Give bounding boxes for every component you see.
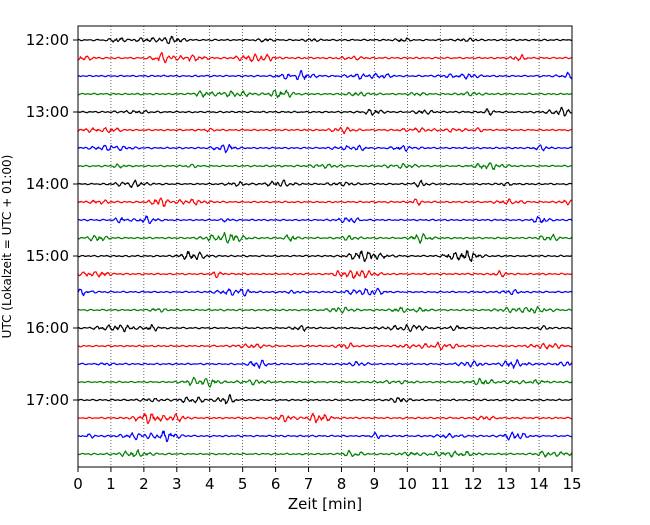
- y-tick-label: 17:00: [26, 391, 69, 409]
- seismic-trace: [77, 412, 573, 425]
- seismic-trace: [77, 162, 573, 170]
- x-tick-label: 10: [398, 475, 417, 493]
- x-tick-label: 0: [73, 475, 83, 493]
- x-tick-label: 15: [562, 475, 581, 493]
- seismic-trace: [77, 89, 573, 99]
- seismic-trace: [77, 231, 573, 244]
- seismic-trace: [77, 250, 573, 263]
- x-tick-label: 7: [304, 475, 314, 493]
- seismic-trace: [77, 106, 573, 117]
- x-tick-label: 4: [205, 475, 215, 493]
- trace-lines: [77, 35, 573, 458]
- seismic-trace: [77, 126, 573, 135]
- x-tick-label: 13: [497, 475, 516, 493]
- y-tick-label: 15:00: [26, 247, 69, 265]
- x-tick-label: 3: [172, 475, 182, 493]
- seismic-trace: [77, 69, 573, 81]
- x-axis-title: Zeit [min]: [288, 495, 362, 513]
- y-axis-ticks: 12:00 13:00 14:00 15:00 16:00 17:00: [26, 31, 78, 409]
- x-tick-label: 9: [370, 475, 380, 493]
- x-tick-label: 8: [337, 475, 347, 493]
- seismic-trace: [77, 143, 573, 154]
- seismic-trace: [77, 215, 573, 225]
- seismic-trace: [77, 359, 573, 369]
- x-tick-label: 6: [271, 475, 281, 493]
- seismic-trace: [77, 324, 573, 333]
- y-axis-title: UTC (Lokalzeit = UTC + 01:00): [0, 155, 14, 339]
- x-tick-label: 14: [530, 475, 549, 493]
- seismic-trace: [77, 393, 573, 405]
- x-tick-label: 12: [464, 475, 483, 493]
- seismic-trace: [77, 179, 573, 189]
- plot-frame: [77, 25, 573, 468]
- y-tick-label: 16:00: [26, 319, 69, 337]
- x-tick-label: 1: [106, 475, 116, 493]
- seismic-trace: [77, 287, 573, 297]
- x-tick-label: 5: [238, 475, 248, 493]
- y-tick-label: 12:00: [26, 31, 69, 49]
- x-tick-label: 2: [139, 475, 149, 493]
- seismic-trace: [77, 269, 573, 280]
- seismic-trace: [78, 341, 573, 351]
- x-tick-label: 11: [431, 475, 450, 493]
- seismic-trace: [77, 197, 573, 207]
- seismic-trace: [77, 305, 573, 314]
- seismic-trace: [77, 35, 573, 45]
- y-tick-label: 13:00: [26, 103, 69, 121]
- seismic-trace: [77, 430, 573, 443]
- seismic-trace: [77, 51, 573, 64]
- seismic-trace: [77, 449, 573, 458]
- x-axis-ticks: 0 1 2 3 4 5 6 7 8 9 10 11 12 13 14 15: [73, 467, 582, 493]
- y-tick-label: 14:00: [26, 175, 69, 193]
- seismic-trace: [77, 376, 573, 388]
